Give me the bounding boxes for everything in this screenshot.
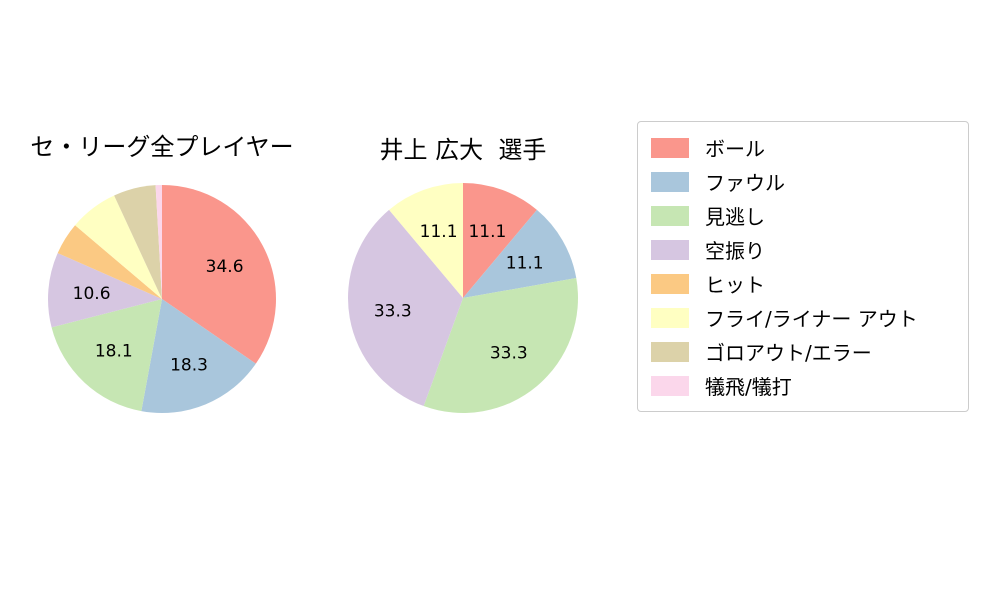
pie-value-label: 34.6 bbox=[206, 257, 244, 277]
chart-title-left: セ・リーグ全プレイヤー bbox=[30, 133, 294, 161]
pie-value-label: 18.3 bbox=[170, 355, 208, 375]
legend-item: ボール bbox=[651, 133, 955, 162]
legend-label: ゴロアウト/エラー bbox=[705, 341, 872, 365]
legend-item: ヒット bbox=[651, 269, 955, 298]
legend-swatch bbox=[651, 375, 689, 396]
legend-item: ファウル bbox=[651, 167, 955, 196]
legend-label: 犠飛/犠打 bbox=[705, 375, 792, 399]
legend: ボールファウル見逃し空振りヒットフライ/ライナー アウト ゴロアウト/エラー 犠飛/… bbox=[637, 121, 969, 412]
pie-slice bbox=[423, 278, 578, 413]
legend-swatch bbox=[651, 239, 689, 260]
legend-swatch bbox=[651, 273, 689, 294]
pie-value-label: 33.3 bbox=[374, 301, 412, 321]
legend-swatch bbox=[651, 137, 689, 158]
pie-slice bbox=[75, 195, 162, 299]
legend-item: 空振り bbox=[651, 235, 955, 264]
pie-value-label: 11.1 bbox=[420, 222, 458, 242]
pie-slice bbox=[389, 183, 463, 298]
legend-swatch bbox=[651, 171, 689, 192]
pie-slice bbox=[162, 185, 276, 364]
legend-label: 空振り bbox=[705, 239, 765, 263]
pie-value-label: 11.1 bbox=[506, 253, 544, 273]
pie-slice bbox=[463, 209, 577, 298]
pie-slice bbox=[155, 185, 162, 299]
legend-swatch bbox=[651, 341, 689, 362]
legend-swatch bbox=[651, 205, 689, 226]
legend-item: ゴロアウト/エラー bbox=[651, 337, 955, 366]
pie-slice bbox=[114, 185, 162, 299]
legend-label: 見逃し bbox=[705, 205, 765, 229]
pie-value-label: 18.1 bbox=[95, 342, 133, 362]
pie-slice bbox=[141, 299, 256, 413]
legend-item: フライ/ライナー アウト bbox=[651, 303, 955, 332]
legend-label: ファウル bbox=[705, 171, 785, 195]
pie-slice bbox=[463, 183, 537, 298]
chart-title-right: 井上 広大 選手 bbox=[379, 136, 547, 164]
legend-label: フライ/ライナー アウト bbox=[705, 307, 918, 331]
legend-item: 見逃し bbox=[651, 201, 955, 230]
pie-slice bbox=[57, 225, 162, 299]
legend-swatch bbox=[651, 307, 689, 328]
pie-value-label: 11.1 bbox=[468, 222, 506, 242]
legend-label: ヒット bbox=[705, 273, 765, 297]
pie-slice bbox=[51, 299, 162, 412]
legend-item: 犠飛/犠打 bbox=[651, 371, 955, 400]
pie-value-label: 10.6 bbox=[73, 284, 111, 304]
pie-slice bbox=[348, 209, 463, 407]
legend-label: ボール bbox=[705, 137, 765, 161]
pie-value-label: 33.3 bbox=[490, 344, 528, 364]
pie-slice bbox=[47, 253, 163, 328]
